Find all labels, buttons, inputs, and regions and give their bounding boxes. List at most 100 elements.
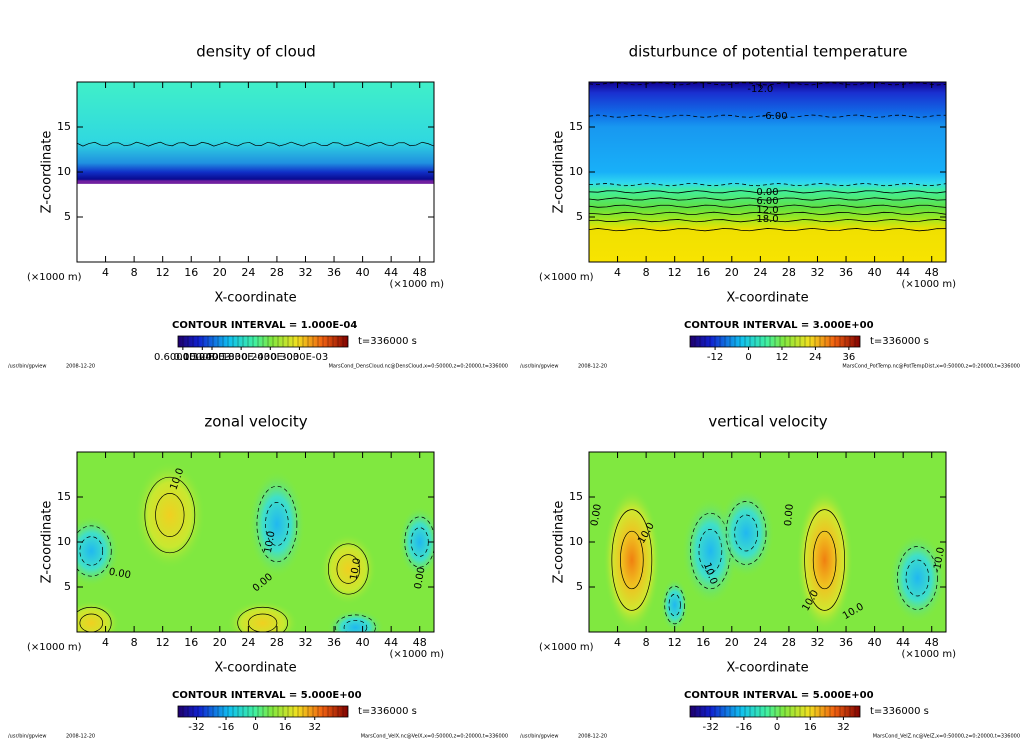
field-blob <box>326 609 385 632</box>
x-tick-label: 8 <box>131 636 138 649</box>
time-label: t=336000 s <box>358 336 417 347</box>
x-tick-label: 44 <box>384 266 398 279</box>
colorbar-tick-label: 0 <box>745 352 751 363</box>
contour-line <box>620 530 644 590</box>
x-tick-label: 20 <box>213 266 227 279</box>
colorbar-tick-label: 0.2400E-03 <box>241 352 299 363</box>
colorbar-tick-label: -32 <box>188 722 204 733</box>
colorbar-tick-label: -12 <box>707 352 723 363</box>
footer-date: 2008-12-20 <box>578 734 607 740</box>
contour-line <box>897 546 938 610</box>
x-tick-label: 48 <box>413 266 427 279</box>
x-tick-label: 24 <box>753 266 767 279</box>
contour-line <box>79 536 104 566</box>
contour-line <box>589 227 946 232</box>
x-tick-label: 12 <box>156 266 170 279</box>
x-tick-label: 4 <box>102 266 109 279</box>
contour-line <box>343 619 368 632</box>
colorbar-tick-label: 0.1800E-03 <box>212 352 270 363</box>
x-tick-label: 16 <box>184 636 198 649</box>
contour-label: 18.0 <box>756 214 778 225</box>
contour-line <box>589 82 946 86</box>
colorbar-tick-label: 0 <box>774 722 780 733</box>
x-tick-label: 12 <box>668 636 682 649</box>
x-tick-label: 48 <box>413 636 427 649</box>
contour-line <box>144 476 196 554</box>
contour-line <box>265 502 289 546</box>
footer-date: 2008-12-20 <box>66 734 95 740</box>
x-tick-label: 36 <box>839 266 853 279</box>
x-tick-label: 8 <box>131 266 138 279</box>
colorbar-tick-label: 32 <box>308 722 321 733</box>
field-blob <box>398 506 434 578</box>
y-tick-label: 10 <box>569 535 583 548</box>
time-label: t=336000 s <box>358 706 417 717</box>
x-tick-label: 4 <box>614 266 621 279</box>
field-fill <box>589 82 946 262</box>
contour-interval: CONTOUR INTERVAL = 5.000E+00 <box>684 690 874 701</box>
contour-line <box>589 197 946 201</box>
contour-line <box>327 543 369 595</box>
contour-line <box>668 593 681 617</box>
panel: disturbunce of potential temperature -12.… <box>520 43 1020 370</box>
y-label: Z-coordinate <box>552 501 567 584</box>
colorbar-tick-label: -16 <box>736 722 752 733</box>
contour-line <box>404 516 434 568</box>
y-tick-label: 5 <box>576 580 583 593</box>
contour-line <box>589 182 946 187</box>
colorbar-tick-label: 0.1200E-03 <box>183 352 241 363</box>
y-tick-label: 15 <box>569 490 583 503</box>
y-tick-label: 15 <box>57 490 71 503</box>
colorbar-tick-label: -32 <box>703 722 719 733</box>
contour-label: 10.0 <box>349 557 364 581</box>
contour-line <box>812 530 837 590</box>
y-tick-label: 5 <box>64 210 71 223</box>
contour-label: 0.00 <box>783 503 796 526</box>
contour-line <box>77 525 112 577</box>
y-tick-label: 15 <box>569 120 583 133</box>
contour-line <box>589 211 946 215</box>
x-tick-label: 4 <box>614 636 621 649</box>
x-unit: (×1000 m) <box>539 272 594 283</box>
contour-line <box>155 493 185 537</box>
contour-line <box>79 613 104 632</box>
field-fill <box>77 82 434 262</box>
contour-label: -12.0 <box>747 84 773 95</box>
colorbar-tick-label: 16 <box>804 722 817 733</box>
x-tick-label: 32 <box>298 266 312 279</box>
colorbar-tick-label: -16 <box>218 722 234 733</box>
x-tick-label: 28 <box>782 266 796 279</box>
x-tick-label: 16 <box>184 266 198 279</box>
footer-left: /usr/bin/gpview <box>8 734 46 740</box>
contour-label: 0.00 <box>108 567 132 582</box>
contour-line <box>589 219 946 223</box>
contour-label: 10.0 <box>263 530 278 554</box>
x-tick-label: 24 <box>753 636 767 649</box>
contour-label: 6.00 <box>756 196 778 207</box>
x-tick-label: 48 <box>925 636 939 649</box>
colorbar-tick-label: 24 <box>809 352 822 363</box>
x-tick-label: 12 <box>156 636 170 649</box>
contour-line <box>589 190 946 194</box>
field <box>77 82 434 262</box>
x-tick-label: 36 <box>327 266 341 279</box>
contour-label: -10.0 <box>932 546 947 573</box>
title: density of cloud <box>196 43 316 61</box>
contour-line <box>804 509 845 611</box>
contour-line <box>725 501 767 565</box>
contour-line <box>256 485 298 563</box>
x-label: X-coordinate <box>726 291 808 306</box>
contour-line <box>589 114 946 118</box>
contour-line <box>611 509 653 611</box>
x-tick-label: 44 <box>896 266 910 279</box>
x-unit: (×1000 m) <box>539 642 594 653</box>
contour-line <box>335 614 376 632</box>
x-tick-label: 8 <box>643 266 650 279</box>
x-tick-label: 44 <box>896 636 910 649</box>
x-unit: (×1000 m) <box>901 279 956 290</box>
